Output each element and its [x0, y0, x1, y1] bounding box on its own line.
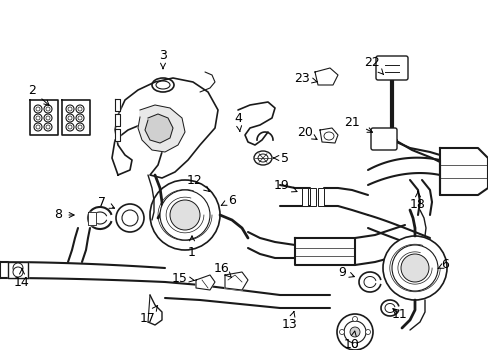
FancyBboxPatch shape: [370, 128, 396, 150]
Circle shape: [122, 210, 138, 226]
Circle shape: [365, 329, 370, 334]
Text: 12: 12: [187, 174, 209, 192]
Text: 8: 8: [54, 208, 74, 221]
Polygon shape: [314, 68, 337, 85]
Text: 10: 10: [344, 331, 359, 351]
Text: 9: 9: [337, 266, 354, 279]
Circle shape: [382, 236, 446, 300]
Circle shape: [349, 327, 359, 337]
Circle shape: [170, 200, 200, 230]
Text: 14: 14: [14, 269, 30, 288]
Text: 6: 6: [437, 258, 448, 271]
Ellipse shape: [258, 154, 267, 162]
Ellipse shape: [324, 132, 333, 140]
Text: 22: 22: [364, 55, 383, 75]
Polygon shape: [115, 99, 120, 111]
Bar: [309, 188, 315, 206]
Circle shape: [36, 125, 40, 129]
Circle shape: [34, 123, 42, 131]
Polygon shape: [138, 105, 184, 152]
Text: 15: 15: [172, 271, 195, 284]
Text: 23: 23: [293, 72, 316, 85]
Circle shape: [36, 107, 40, 111]
Circle shape: [66, 114, 74, 122]
Text: 17: 17: [140, 305, 158, 324]
Circle shape: [78, 116, 82, 120]
Polygon shape: [88, 212, 96, 225]
Polygon shape: [8, 262, 28, 278]
Polygon shape: [62, 100, 90, 135]
FancyBboxPatch shape: [375, 56, 407, 80]
Text: 4: 4: [234, 112, 242, 131]
Text: 18: 18: [409, 192, 425, 211]
Polygon shape: [319, 128, 337, 143]
Circle shape: [160, 190, 209, 240]
Polygon shape: [145, 114, 173, 143]
Circle shape: [68, 125, 72, 129]
Circle shape: [76, 105, 84, 113]
Circle shape: [76, 123, 84, 131]
Circle shape: [343, 321, 365, 343]
Circle shape: [36, 116, 40, 120]
Text: 20: 20: [296, 126, 316, 139]
Text: 19: 19: [274, 179, 296, 192]
Text: 3: 3: [159, 49, 166, 69]
Circle shape: [46, 125, 50, 129]
Polygon shape: [112, 78, 218, 178]
Circle shape: [66, 123, 74, 131]
Circle shape: [76, 114, 84, 122]
Circle shape: [150, 180, 220, 250]
Text: 7: 7: [98, 195, 114, 208]
Text: 1: 1: [188, 236, 196, 258]
Circle shape: [339, 329, 344, 334]
Bar: [317, 188, 324, 206]
Ellipse shape: [152, 78, 174, 92]
Circle shape: [68, 116, 72, 120]
Circle shape: [46, 107, 50, 111]
Circle shape: [78, 125, 82, 129]
Circle shape: [68, 107, 72, 111]
Text: 6: 6: [221, 194, 235, 207]
Ellipse shape: [253, 151, 271, 165]
Polygon shape: [294, 238, 354, 265]
Circle shape: [400, 254, 428, 282]
Polygon shape: [115, 129, 120, 141]
Text: 11: 11: [391, 309, 407, 321]
Text: 21: 21: [344, 116, 372, 132]
Circle shape: [34, 105, 42, 113]
Circle shape: [78, 107, 82, 111]
Polygon shape: [196, 275, 215, 290]
Polygon shape: [439, 148, 487, 195]
Text: 2: 2: [28, 84, 49, 105]
Text: 13: 13: [282, 311, 297, 332]
Text: 16: 16: [214, 261, 231, 278]
Circle shape: [34, 114, 42, 122]
Circle shape: [13, 267, 23, 277]
Bar: [302, 188, 307, 206]
Circle shape: [352, 316, 357, 321]
Polygon shape: [224, 272, 247, 290]
Circle shape: [66, 105, 74, 113]
Circle shape: [336, 314, 372, 350]
Circle shape: [116, 204, 143, 232]
Circle shape: [391, 245, 437, 291]
Polygon shape: [115, 114, 120, 126]
Circle shape: [46, 116, 50, 120]
Circle shape: [13, 263, 23, 273]
Circle shape: [44, 105, 52, 113]
Polygon shape: [30, 100, 58, 135]
Circle shape: [44, 123, 52, 131]
Circle shape: [352, 342, 357, 347]
Circle shape: [44, 114, 52, 122]
Ellipse shape: [156, 81, 170, 89]
Text: 5: 5: [273, 152, 288, 165]
